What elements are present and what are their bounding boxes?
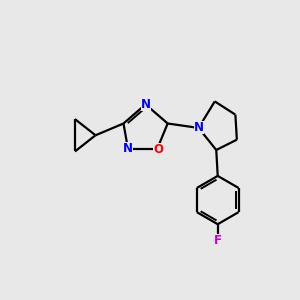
Text: N: N bbox=[123, 142, 133, 155]
Text: F: F bbox=[214, 235, 222, 248]
Text: N: N bbox=[194, 121, 204, 134]
Text: N: N bbox=[141, 98, 151, 111]
Text: O: O bbox=[153, 142, 163, 156]
